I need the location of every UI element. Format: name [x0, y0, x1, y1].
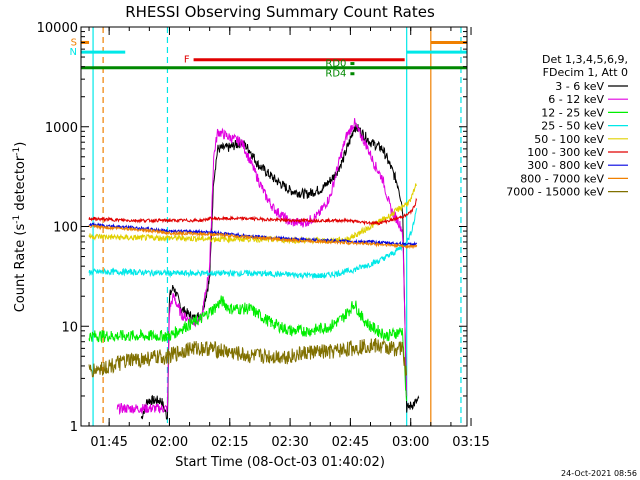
series-line-2: [88, 295, 407, 402]
data-layer: [88, 27, 462, 426]
y-tick-label-0: 1: [70, 420, 78, 435]
chart-title: RHESSI Observing Summary Count Rates: [125, 3, 435, 21]
y-label-end: ): [13, 142, 28, 147]
series-line-3: [88, 208, 418, 280]
x-tick-label-1: 02:00: [151, 435, 188, 450]
legend-label-3: 25 - 50 keV: [541, 120, 604, 133]
legend-header-1: Det 1,3,4,5,6,9,: [542, 53, 628, 66]
x-tick-label-4: 02:45: [332, 435, 369, 450]
x-tick-label-3: 02:30: [271, 435, 308, 450]
flag-label-4: F: [184, 55, 190, 66]
legend-label-0: 3 - 6 keV: [555, 80, 604, 93]
legend-label-5: 100 - 300 keV: [527, 146, 604, 159]
x-axis-label: Start Time (08-Oct-03 01:40:02): [175, 455, 385, 470]
y-label-sup1: -1: [12, 215, 22, 224]
legend-label-1: 6 - 12 keV: [548, 93, 604, 106]
legend-label-7: 800 - 7000 keV: [520, 172, 604, 185]
y-tick-label-3: 1000: [45, 121, 78, 136]
legend-label-4: 50 - 100 keV: [534, 133, 604, 146]
x-tick-label-0: 01:45: [90, 435, 127, 450]
flag-label-0: S: [71, 37, 77, 48]
y-tick-label-4: 10000: [37, 21, 78, 36]
y-tick-label-1: 10: [61, 320, 78, 335]
legend-label-6: 300 - 800 keV: [527, 159, 604, 172]
series-line-0: [140, 122, 420, 420]
y-tick-label-2: 100: [53, 221, 78, 236]
timestamp: 24-Oct-2021 08:56: [561, 469, 637, 478]
series-line-8: [88, 337, 407, 378]
series-line-1: [116, 118, 408, 416]
flag-label-7: RD4: [325, 69, 346, 80]
legend-label-2: 12 - 25 keV: [541, 106, 604, 119]
series-line-7: [88, 223, 418, 250]
series-line-5: [88, 197, 418, 226]
flag-label-2: N: [70, 47, 77, 58]
y-label-mid: detector: [13, 155, 28, 215]
x-tick-label-6: 03:15: [452, 435, 489, 450]
flag-label-5: RD0: [325, 59, 346, 70]
legend-header-2: FDecim 1, Att 0: [543, 66, 628, 79]
y-label-main: Count Rate (s: [13, 224, 28, 313]
x-tick-label-2: 02:15: [211, 435, 248, 450]
axis-layer: 01:45 02:00 02:15 02:30 02:45 03:00 03:15 1 10 10…: [37, 21, 490, 450]
legend-label-8: 7000 - 15000 keV: [506, 186, 604, 199]
x-tick-label-5: 03:00: [392, 435, 429, 450]
legend: Det 1,3,4,5,6,9, FDecim 1, Att 0 3 - 6 k…: [506, 53, 628, 199]
series-line-4: [88, 183, 417, 245]
y-label-sup2: -1: [12, 147, 22, 156]
y-axis-label: Count Rate (s-1 detector-1): [12, 142, 28, 313]
